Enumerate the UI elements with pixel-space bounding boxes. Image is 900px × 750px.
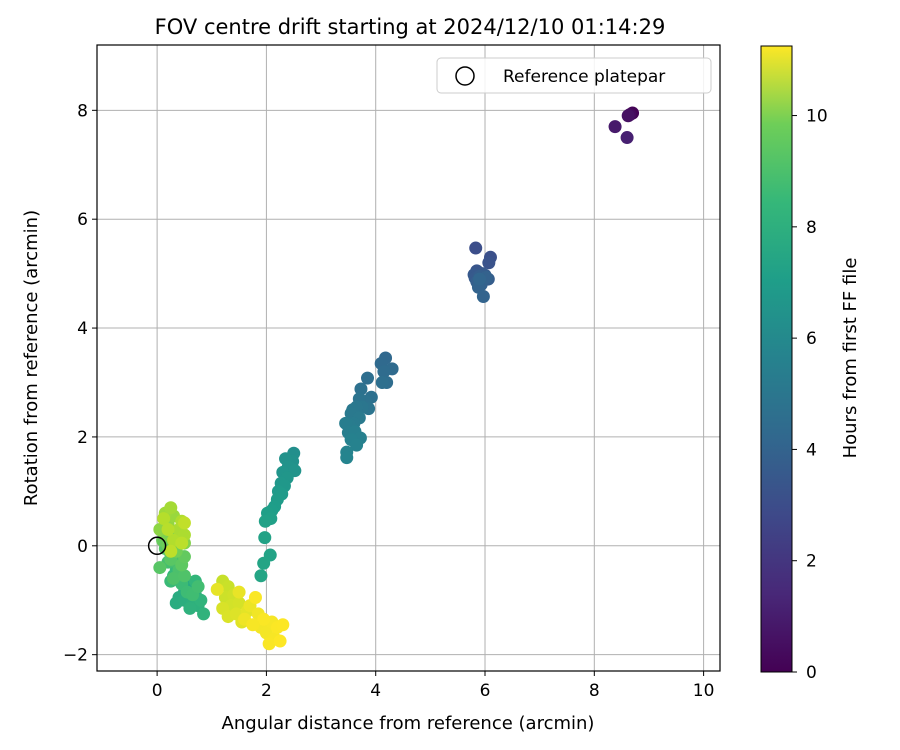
data-point bbox=[153, 561, 167, 575]
x-tick-label: 2 bbox=[261, 681, 272, 701]
data-point bbox=[273, 634, 287, 648]
data-point bbox=[164, 544, 178, 558]
colorbar-tick-label: 6 bbox=[806, 329, 817, 349]
y-tick-label: 4 bbox=[77, 319, 88, 339]
x-tick-label: 6 bbox=[480, 681, 491, 701]
data-point bbox=[232, 585, 246, 599]
reference-marker-layer bbox=[147, 536, 167, 556]
data-point bbox=[258, 514, 272, 528]
colorbar-tick-label: 4 bbox=[806, 440, 817, 460]
colorbar-tick-label: 2 bbox=[806, 552, 817, 572]
x-axis-label: Angular distance from reference (arcmin) bbox=[222, 713, 595, 734]
colorbar-tick-label: 0 bbox=[806, 663, 817, 683]
data-point bbox=[257, 612, 271, 626]
data-point bbox=[340, 451, 354, 465]
y-tick-label: 2 bbox=[77, 428, 88, 448]
legend: Reference platepar bbox=[436, 57, 712, 94]
y-axis-label: Rotation from reference (arcmin) bbox=[21, 210, 42, 506]
x-ticks: 0 2 4 6 8 10 bbox=[152, 671, 715, 701]
data-point bbox=[177, 569, 191, 583]
y-tick-label: 6 bbox=[77, 210, 88, 230]
data-point bbox=[276, 618, 290, 632]
data-point bbox=[164, 501, 178, 515]
y-tick-label: 0 bbox=[77, 537, 88, 557]
data-point bbox=[254, 569, 268, 583]
colorbar: 0 2 4 6 8 10 Hours from first FF file bbox=[760, 45, 861, 683]
colorbar-label: Hours from first FF file bbox=[840, 258, 861, 459]
data-point bbox=[361, 371, 375, 385]
data-point bbox=[620, 131, 634, 145]
data-point bbox=[246, 618, 260, 632]
legend-marker-icon bbox=[455, 66, 475, 86]
data-point bbox=[608, 120, 622, 134]
chart-title: FOV centre drift starting at 2024/12/10 … bbox=[155, 15, 666, 39]
x-tick-label: 10 bbox=[693, 681, 715, 701]
legend-box bbox=[436, 57, 712, 94]
data-point bbox=[375, 375, 389, 389]
data-point bbox=[258, 531, 272, 545]
data-point bbox=[191, 580, 205, 594]
data-point bbox=[157, 512, 171, 526]
data-point bbox=[197, 607, 211, 621]
grid bbox=[97, 45, 720, 671]
data-point bbox=[350, 438, 364, 452]
x-tick-label: 0 bbox=[152, 681, 163, 701]
data-point bbox=[175, 536, 189, 550]
data-point bbox=[482, 256, 496, 270]
colorbar-gradient bbox=[760, 45, 793, 673]
data-point bbox=[621, 109, 635, 123]
data-point bbox=[377, 365, 391, 379]
data-point bbox=[183, 601, 197, 615]
colorbar-tick-label: 8 bbox=[806, 218, 817, 238]
data-point bbox=[167, 571, 181, 585]
x-tick-label: 8 bbox=[589, 681, 600, 701]
plot-frame bbox=[96, 44, 721, 672]
data-point bbox=[210, 582, 224, 596]
legend-entry: Reference platepar bbox=[503, 67, 665, 87]
data-point bbox=[469, 241, 483, 255]
points-layer bbox=[153, 106, 640, 651]
colorbar-tick-label: 10 bbox=[806, 107, 828, 127]
data-point bbox=[161, 522, 175, 536]
y-ticks: −2 0 2 4 6 8 bbox=[63, 101, 97, 666]
data-point bbox=[232, 596, 246, 610]
data-point bbox=[476, 289, 490, 303]
data-point bbox=[177, 516, 191, 530]
reference-platepar-marker bbox=[147, 536, 167, 556]
x-tick-label: 4 bbox=[370, 681, 381, 701]
y-tick-label: 8 bbox=[77, 101, 88, 121]
y-tick-label: −2 bbox=[63, 646, 88, 666]
data-point bbox=[262, 637, 276, 651]
data-point bbox=[354, 382, 368, 396]
colorbar-ticks: 0 2 4 6 8 10 bbox=[792, 107, 828, 683]
data-point bbox=[248, 591, 262, 605]
data-point bbox=[257, 556, 271, 570]
data-point bbox=[473, 272, 487, 286]
